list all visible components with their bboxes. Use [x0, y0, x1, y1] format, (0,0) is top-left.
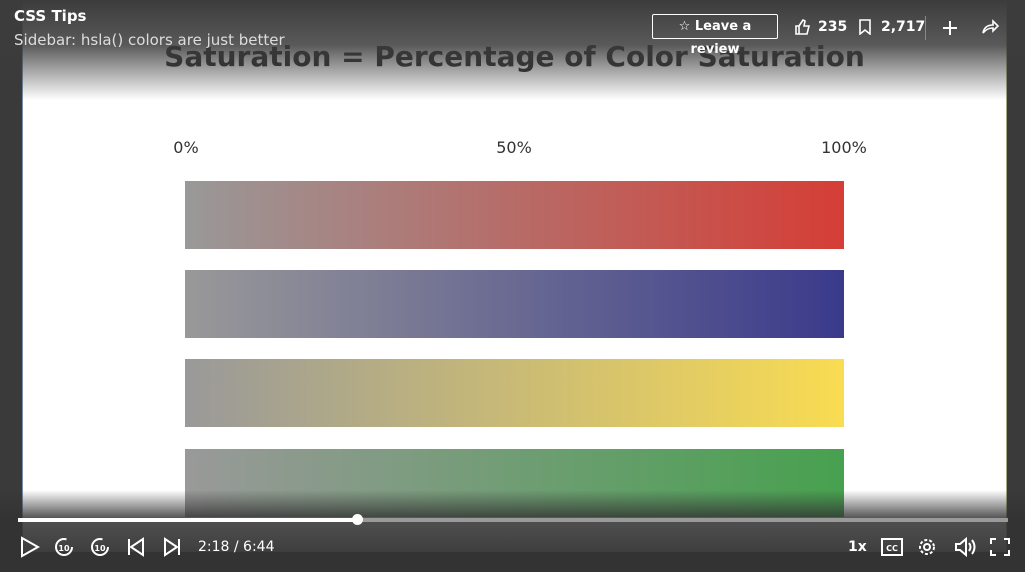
previous-button[interactable] — [127, 537, 145, 557]
lesson-title: Sidebar: hsla() colors are just better — [14, 31, 285, 49]
gradient-bar — [185, 270, 844, 338]
scale-label: 50% — [496, 138, 532, 157]
like-icon[interactable] — [794, 19, 810, 35]
play-button[interactable] — [20, 536, 40, 558]
divider — [925, 16, 926, 40]
speed-button[interactable]: 1x — [848, 539, 867, 555]
review-button[interactable]: ☆ Leave a review — [652, 14, 778, 57]
share-icon[interactable] — [981, 19, 999, 35]
review-label: Leave a review — [690, 19, 752, 57]
progress-played — [18, 518, 358, 522]
add-icon[interactable] — [942, 20, 958, 36]
gradient-bar — [185, 181, 844, 249]
save-icon[interactable] — [858, 19, 872, 35]
top-shade — [0, 0, 1025, 100]
scale-label: 100% — [821, 138, 867, 157]
like-count: 235 — [818, 19, 848, 35]
svg-text:10: 10 — [94, 544, 106, 553]
course-title[interactable]: CSS Tips — [14, 7, 87, 25]
gradient-bar — [185, 359, 844, 427]
scale-label: 0% — [173, 138, 199, 157]
svg-text:10: 10 — [58, 544, 70, 553]
fullscreen-button[interactable] — [990, 538, 1010, 556]
bottom-shade — [0, 490, 1025, 572]
next-button[interactable] — [163, 537, 181, 557]
time-display: 2:18 / 6:44 — [198, 539, 275, 555]
rewind-button[interactable]: 10 — [54, 537, 74, 557]
captions-button[interactable]: CC — [881, 538, 903, 556]
save-count: 2,717 — [881, 19, 926, 35]
progress-knob[interactable] — [352, 514, 363, 525]
svg-text:CC: CC — [886, 544, 898, 553]
volume-button[interactable] — [954, 537, 978, 557]
settings-button[interactable] — [917, 537, 937, 557]
forward-button[interactable]: 10 — [90, 537, 110, 557]
progress-track[interactable] — [18, 518, 1008, 522]
